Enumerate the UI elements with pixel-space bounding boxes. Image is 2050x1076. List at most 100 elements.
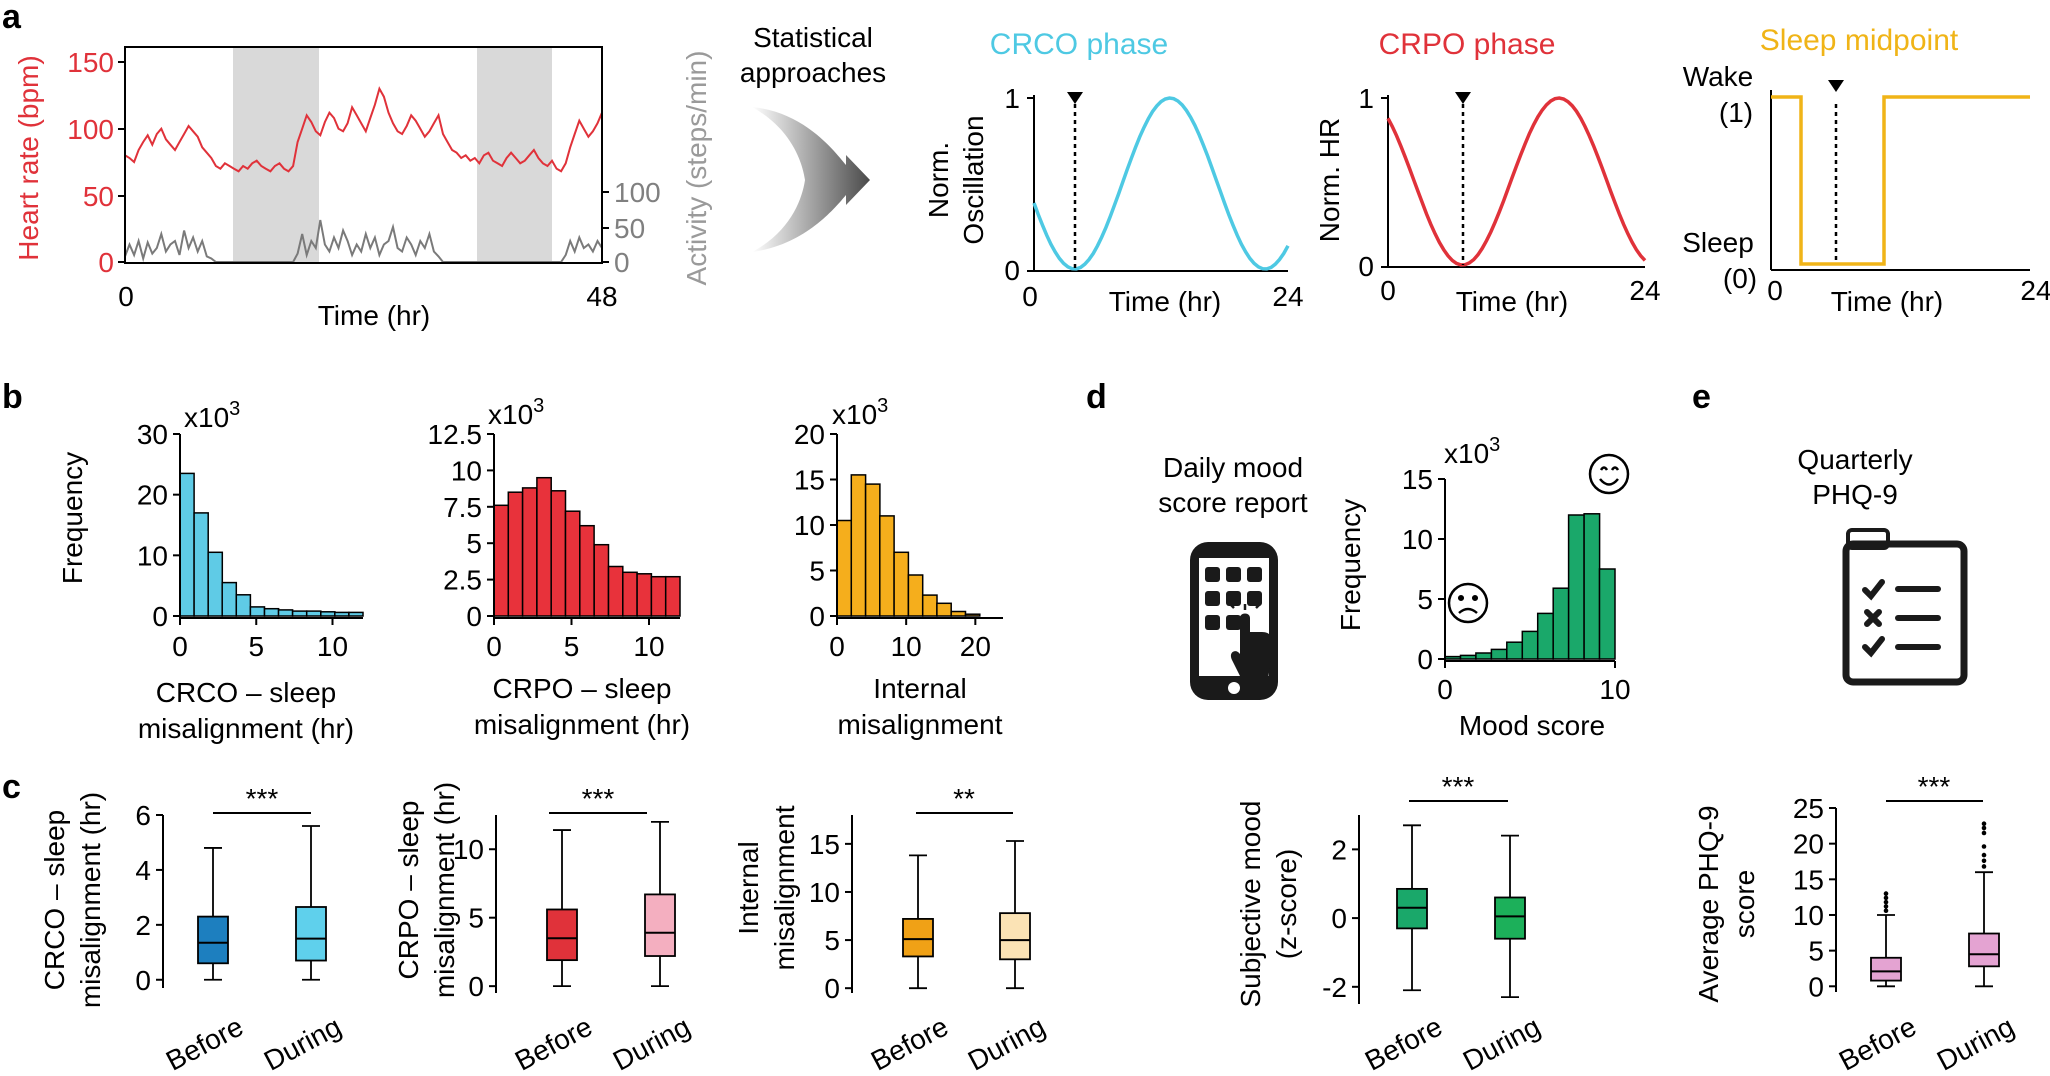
box-iqr <box>295 906 327 962</box>
x-tick-label: 10 <box>891 631 922 662</box>
crpo-title: CRPO phase <box>1379 28 1556 61</box>
box-category-label: Before <box>161 1011 248 1076</box>
crpo-xtick-24: 24 <box>1629 275 1660 306</box>
y-tick-label: 15 <box>809 829 840 860</box>
y-tick-label: 10 <box>1402 524 1433 555</box>
crco-ylabel-line1: Norm. <box>923 142 954 218</box>
x-tick-label: 10 <box>317 631 348 662</box>
hist-bar <box>1475 652 1493 660</box>
y-tick-label: 0 <box>1808 971 1824 1002</box>
d-box-ylabel-line2: (z-score) <box>1271 849 1302 959</box>
box-category-label: During <box>963 1011 1050 1076</box>
y-tick-label: 10 <box>137 540 168 571</box>
box-outlier <box>1981 858 1987 864</box>
x-tick-label: 10 <box>1599 674 1630 705</box>
y-tick-label: 30 <box>137 419 168 450</box>
x-tick-label: 5 <box>248 631 264 662</box>
y-tick-label: 0 <box>152 601 168 632</box>
ts-ylabel-hr: Heart rate (bpm) <box>13 55 44 260</box>
x-tick-label: 0 <box>172 631 188 662</box>
hr-tick-150: 150 <box>67 47 114 78</box>
crco-ylabel-line2: Oscillation <box>958 115 989 244</box>
sleep-wake-step <box>1771 95 2030 266</box>
box-internal-misalignment: 0 5 10 15 Before During <box>809 815 1050 1076</box>
x-tick-label: 10 <box>633 631 664 662</box>
crpo-hr-curve <box>1386 96 1647 267</box>
ts-xtick-48: 48 <box>586 281 617 312</box>
sleep-sleep-value: (0) <box>1723 263 1757 294</box>
e-box-ylabel-line2: score <box>1729 870 1760 938</box>
box-iqr <box>1968 932 2000 968</box>
sleep-midpoint-marker-icon <box>1828 80 1844 92</box>
hist-bar <box>1444 655 1462 660</box>
sad-face-icon <box>1447 582 1489 624</box>
box-crpo-misalignment: 0 5 10 Before During <box>453 815 695 1076</box>
sleep-xtick-24: 24 <box>2020 275 2050 306</box>
sig-bar-d-mood: *** <box>1409 771 1508 802</box>
crco-xtick-0: 0 <box>1022 281 1038 312</box>
box-iqr <box>1494 896 1526 940</box>
y-tick-label: 0 <box>466 601 482 632</box>
box-subjective-mood: 2 0 -2 Before During <box>1322 815 1545 1076</box>
crco-xlabel: Time (hr) <box>1109 286 1222 317</box>
b-crpo-xlabel-line1: CRPO – sleep <box>493 673 672 704</box>
sleep-wake-value: (1) <box>1719 97 1753 128</box>
box-iqr <box>999 912 1031 961</box>
hist-bar <box>550 490 567 617</box>
y-tick-label: -2 <box>1322 972 1347 1003</box>
hist-bar <box>622 571 638 617</box>
y-tick-label: 7.5 <box>443 492 482 523</box>
x-tick-label: 20 <box>960 631 991 662</box>
hist-bar <box>607 565 624 617</box>
hist-bar <box>921 594 938 617</box>
sig-bar-c-crpo: *** <box>549 783 647 814</box>
mood-report-line2: score report <box>1158 487 1308 518</box>
y-tick-label: 10 <box>1793 900 1824 931</box>
multiplier-label-b-crco: x103 <box>184 398 240 433</box>
hist-bar <box>507 491 524 617</box>
hr-tick-100: 100 <box>67 114 114 145</box>
hr-axis-ticks <box>118 61 609 263</box>
hist-bar <box>964 613 981 617</box>
hist-bar <box>207 551 224 617</box>
y-tick-label: 2.5 <box>443 565 482 596</box>
hist-crco-misalignment: 0 10 20 30 0 5 10 <box>137 419 364 662</box>
hist-bar <box>235 594 252 617</box>
y-tick-label: 2 <box>135 910 151 941</box>
hist-bar <box>521 487 538 617</box>
hist-bar <box>536 476 552 617</box>
arrow-shape <box>752 107 870 252</box>
act-tick-100: 100 <box>614 177 661 208</box>
b-internal-xlabel-line2: misalignment <box>838 709 1003 740</box>
night-shade-1 <box>233 47 319 263</box>
panel-letter-c: c <box>2 768 21 806</box>
multiplier-label-b-internal: x103 <box>832 395 888 430</box>
multiplier-label-d-mood: x103 <box>1444 434 1500 469</box>
y-tick-label: 0 <box>809 601 825 632</box>
hist-bar <box>320 611 336 617</box>
y-tick-label: 6 <box>135 800 151 831</box>
hist-bar <box>850 474 867 617</box>
box-category-label: During <box>1458 1011 1545 1076</box>
box-outlier <box>1883 891 1889 896</box>
panel-b-ylabel: Frequency <box>57 452 88 584</box>
hist-bar <box>1459 654 1477 660</box>
hist-crpo-misalignment: 0 2.5 5 7.5 10 12.5 0 5 10 <box>428 419 681 662</box>
hist-bar <box>277 609 294 617</box>
crpo-phase-marker-icon <box>1455 92 1471 104</box>
crco-xtick-24: 24 <box>1272 281 1303 312</box>
panel-a-timeseries: 150 100 50 0 100 50 0 0 48 Time (hr) Hea… <box>13 46 712 331</box>
hist-bar <box>836 519 853 617</box>
sleep-title: Sleep midpoint <box>1760 24 1959 57</box>
svg-text:x103: x103 <box>184 398 240 433</box>
crco-ytick-0: 0 <box>1004 255 1020 286</box>
y-tick-label: 10 <box>794 510 825 541</box>
hist-bar <box>907 574 924 617</box>
x-tick-label: 0 <box>1437 674 1453 705</box>
sig-bar-c-crco: *** <box>213 783 311 814</box>
c-crpo-ylabel-line2: misalignment (hr) <box>429 782 460 998</box>
d-hist-ylabel: Frequency <box>1335 499 1366 631</box>
d-hist-xlabel: Mood score <box>1459 710 1605 741</box>
box-category-label: Before <box>1834 1011 1921 1076</box>
